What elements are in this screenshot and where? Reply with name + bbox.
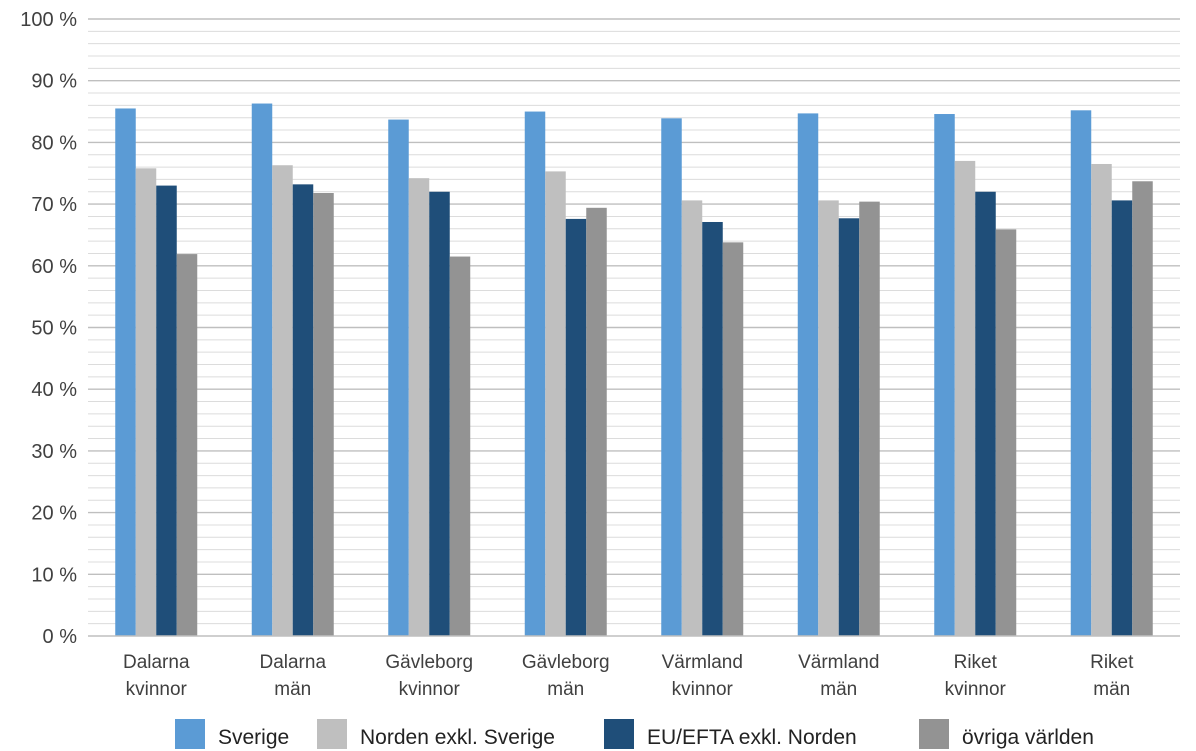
bar <box>818 200 839 636</box>
legend-swatch <box>604 719 634 749</box>
x-category-label-line: män <box>274 679 311 700</box>
x-category-label: Gävleborg män <box>522 652 610 700</box>
y-axis: 0 % 10 % 20 % 30 % 40 % 50 % 60 % 70 % 80 % 90 % 1… <box>20 9 77 648</box>
legend-label: EU/EFTA exkl. Norden <box>647 726 857 749</box>
bar <box>934 114 955 636</box>
x-category-label: Gävleborg kvinnor <box>385 652 473 700</box>
bar <box>156 185 177 636</box>
bar <box>1111 200 1133 636</box>
x-category-label: Riket män <box>1090 652 1134 700</box>
bar <box>292 184 314 636</box>
bar <box>388 119 409 637</box>
x-category-label-line: Gävleborg <box>522 652 610 673</box>
legend-label: Sverige <box>218 726 289 749</box>
y-tick-label: 60 % <box>31 256 77 278</box>
y-tick-label: 80 % <box>31 132 77 154</box>
y-tick-label: 40 % <box>31 379 77 401</box>
bar <box>115 108 136 637</box>
y-tick-label: 0 % <box>43 626 78 648</box>
legend: Sverige Norden exkl. Sverige EU/EFTA exkl.… <box>175 719 1094 749</box>
x-category-label: Dalarna kvinnor <box>123 652 190 700</box>
y-tick-label: 30 % <box>31 441 77 463</box>
legend-label: Norden exkl. Sverige <box>360 726 555 749</box>
bar <box>1132 181 1153 636</box>
bar <box>429 191 450 636</box>
x-category-label-line: kvinnor <box>945 679 1007 700</box>
bar <box>135 168 157 636</box>
x-category-label: Värmland män <box>798 652 879 700</box>
y-tick-label: 90 % <box>31 71 77 93</box>
bar <box>313 192 334 636</box>
bar <box>586 207 607 636</box>
x-category-label-line: kvinnor <box>672 679 734 700</box>
legend-label: övriga världen <box>962 726 1094 749</box>
bar <box>251 103 273 637</box>
bars <box>115 103 1153 637</box>
y-tick-label: 50 % <box>31 318 77 340</box>
bar <box>702 221 723 637</box>
bar <box>524 111 546 637</box>
y-tick-label: 20 % <box>31 503 77 525</box>
bar <box>797 113 819 636</box>
legend-swatch <box>175 719 205 749</box>
y-tick-label: 100 % <box>20 9 77 31</box>
x-category-label-line: Dalarna <box>259 652 326 673</box>
x-category-label-line: kvinnor <box>126 679 188 700</box>
x-category-label-line: Värmland <box>662 652 743 673</box>
x-category-label: Riket kvinnor <box>945 652 1007 700</box>
bar <box>859 201 880 636</box>
bar <box>722 242 744 636</box>
x-category-label-line: Dalarna <box>123 652 190 673</box>
bar <box>176 254 198 636</box>
bar <box>545 171 566 637</box>
bar <box>272 165 293 636</box>
bar <box>681 200 703 636</box>
legend-swatch <box>919 719 949 749</box>
x-category-label-line: Gävleborg <box>385 652 473 673</box>
x-category-label-line: män <box>1093 679 1130 700</box>
y-tick-label: 10 % <box>31 564 77 586</box>
x-category-label: Värmland kvinnor <box>662 652 743 700</box>
bar <box>661 118 682 637</box>
x-axis: Dalarna kvinnor Dalarna män Gävleborg kvinnor… <box>88 635 1180 700</box>
bar <box>954 160 976 636</box>
x-category-label: Dalarna män <box>259 652 326 700</box>
x-category-label-line: män <box>820 679 857 700</box>
bar <box>408 178 430 636</box>
bar <box>449 256 471 636</box>
bar <box>838 218 860 636</box>
bar <box>1070 110 1092 637</box>
x-category-label-line: Riket <box>954 652 998 673</box>
x-category-label-line: kvinnor <box>399 679 461 700</box>
y-tick-label: 70 % <box>31 194 77 216</box>
x-category-label-line: män <box>547 679 584 700</box>
bar <box>975 191 996 636</box>
bar <box>1091 163 1112 636</box>
x-category-label-line: Riket <box>1090 652 1134 673</box>
legend-swatch <box>317 719 347 749</box>
x-category-label-line: Värmland <box>798 652 879 673</box>
bar <box>995 229 1017 636</box>
bar <box>565 218 587 636</box>
